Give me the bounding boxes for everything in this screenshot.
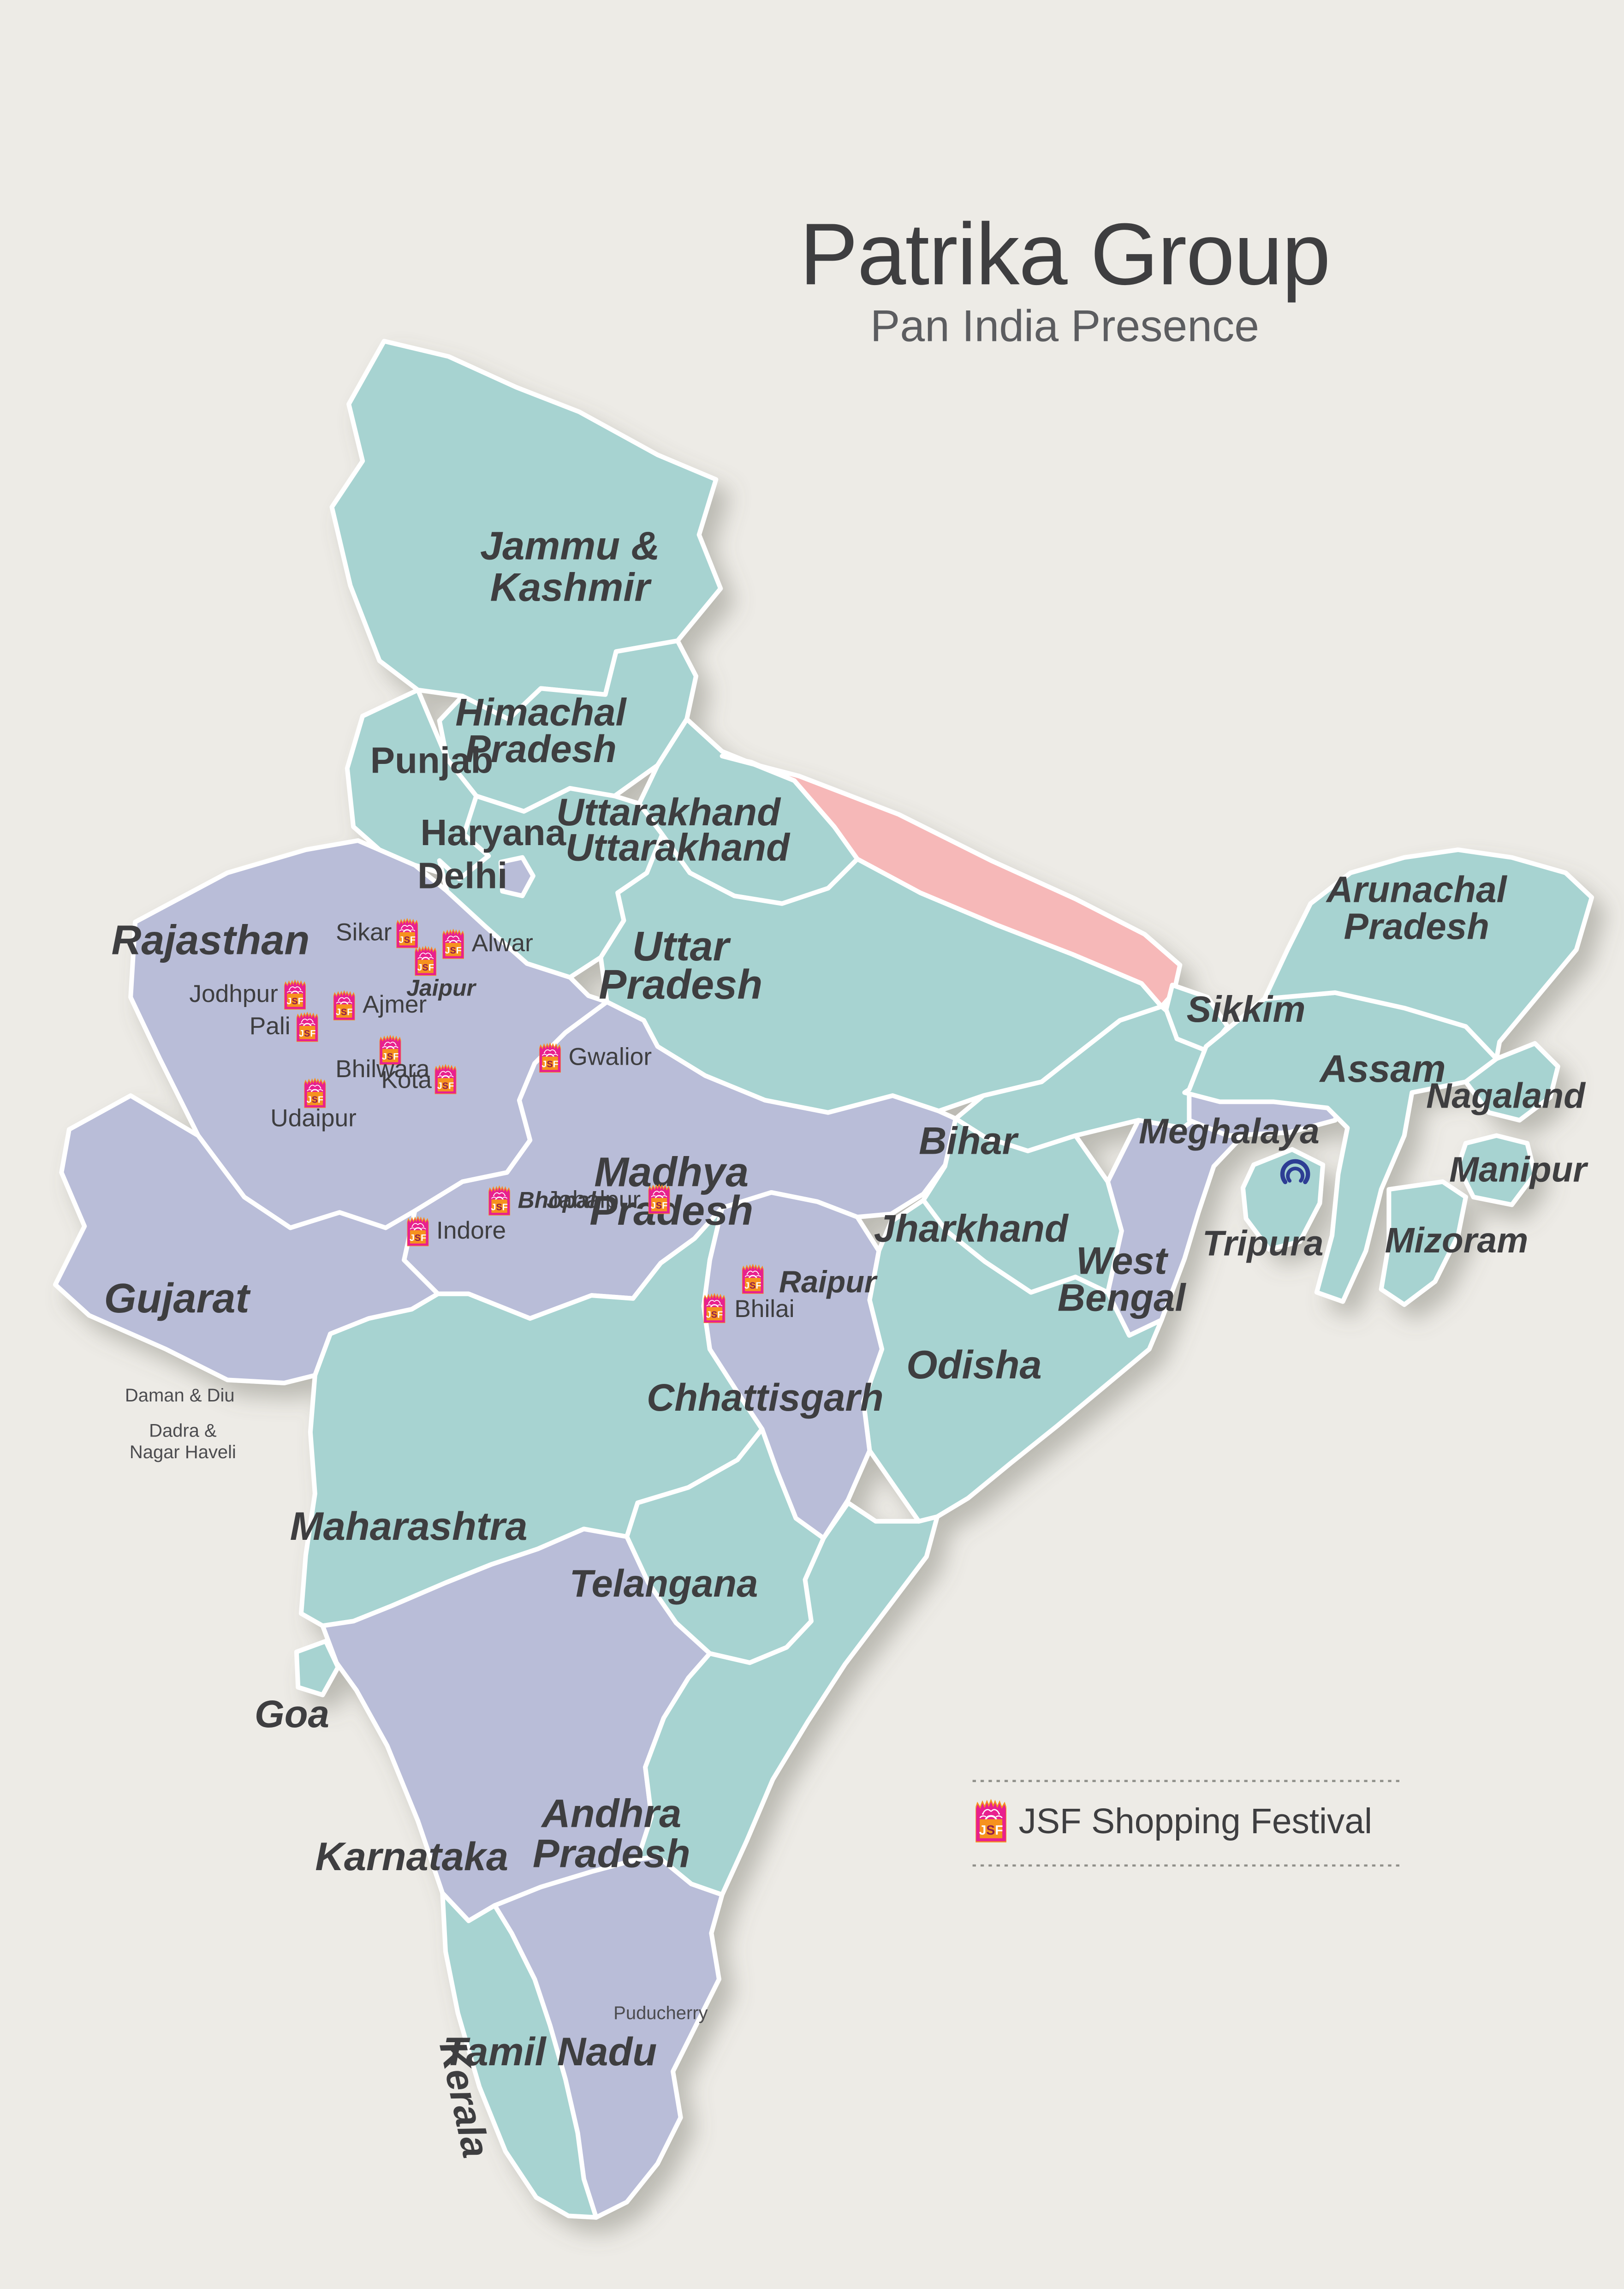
jsf-badge-icon [304,1078,326,1108]
jsf-badge-icon [742,1264,764,1294]
page-title: Patrika Group [800,205,1330,303]
city-marker-sikar: Sikar [336,918,418,948]
state-label-daman-diu: Daman & Diu [125,1385,235,1406]
state-label-goa: Goa [255,1693,329,1735]
state-shape-manipur [1456,1133,1537,1207]
state-label-maharashtra: Maharashtra [290,1504,528,1549]
city-marker-bhilwara: Bhilwara [335,1035,430,1083]
city-label-sikar: Sikar [336,919,392,946]
state-label-rajasthan: Rajasthan [111,918,309,964]
city-marker-alwar: Alwar [442,929,533,959]
state-label-uttar-pradesh: Uttar Pradesh [599,924,762,1008]
state-label-tamil-nadu: Tamil Nadu [443,2030,657,2074]
city-label-bhilwara: Bhilwara [335,1055,430,1083]
city-marker-udaipur: Udaipur [270,1078,357,1132]
state-label-jammu-kashmir: Jammu & Kashmir [480,524,660,610]
state-shape-nagaland [1463,1041,1560,1123]
state-label-nagaland: Nagaland [1426,1077,1586,1116]
state-label-haryana: Haryana [421,812,566,853]
jsf-badge-icon [442,929,464,959]
city-marker-gwalior: Gwalior [539,1043,652,1073]
state-label-tripura: Tripura [1202,1224,1324,1264]
jsf-badge-icon [415,946,437,976]
state-label-assam: Assam [1319,1047,1446,1090]
jsf-badge-icon [284,979,306,1010]
state-label-bihar: Bihar [919,1120,1019,1162]
state-label-uttarakhand-2: Uttarakhand [565,826,791,869]
state-label-gujarat: Gujarat [104,1276,251,1322]
jsf-badge-icon [648,1184,670,1214]
city-marker-bhilai: Bhilai [703,1293,795,1323]
city-label-raipur: Raipur [779,1265,878,1299]
city-label-indore: Indore [436,1217,506,1244]
city-label-bhilai: Bhilai [734,1295,794,1323]
state-label-himachal-pradesh: Himachal Pradesh [455,691,627,770]
city-marker-jaipur: Jaipur [406,946,477,1001]
state-label-jharkhand: Jharkhand [874,1207,1069,1250]
state-label-karnataka: Karnataka [315,1835,508,1879]
jsf-badge-icon [333,990,355,1020]
city-label-pali: Pali [250,1013,291,1040]
state-label-west-bengal: West Bengal [1058,1239,1186,1319]
state-label-dadra-nagar-haveli: Dadra & Nagar Haveli [130,1421,236,1463]
jsf-badge-icon [296,1012,318,1042]
state-label-meghalaya: Meghalaya [1139,1112,1320,1151]
city-markers: Sikar Alwar Jaipur Jodhpur Ajmer Pali Bhilwara… [189,918,878,1323]
jsf-badge-icon [407,1216,429,1246]
page-subtitle: Pan India Presence [870,302,1259,351]
state-label-uttarakhand-1: Uttarakhand [556,791,781,834]
city-label-kota: Kota [381,1066,432,1093]
city-marker-indore: Indore [407,1216,506,1246]
city-marker-raipur: Raipur [742,1264,878,1299]
city-label-jodhpur: Jodhpur [189,980,278,1007]
legend: JSF Shopping Festival [972,1780,1400,1867]
city-label-alwar: Alwar [472,930,533,957]
city-label-udaipur: Udaipur [270,1105,357,1132]
city-marker-pali: Pali [250,1012,318,1042]
city-label-jaipur: Jaipur [406,975,476,1001]
state-label-odisha: Odisha [906,1343,1042,1387]
state-label-punjab: Punjab [370,740,493,781]
jsf-badge-icon [396,918,418,948]
state-label-arunachal-pradesh: Arunachal Pradesh [1326,869,1508,947]
state-shape-arunachal-pradesh [1262,847,1594,1061]
state-shape-haryana [437,786,665,980]
state-shape-kerala [440,1890,599,2220]
concentric-arcs-icon [1280,1159,1310,1184]
state-label-sikkim: Sikkim [1187,989,1306,1030]
state-label-chhattisgarh: Chhattisgarh [647,1376,883,1419]
legend-label: JSF Shopping Festival [1019,1802,1372,1841]
state-label-manipur: Manipur [1449,1150,1588,1190]
region-shape-nepal [720,753,1183,1009]
state-shape-delhi [498,855,535,899]
jsf-badge-icon [976,1800,1006,1842]
state-label-madhya-pradesh: Madhya Pradesh [589,1150,753,1234]
jsf-badge-icon [539,1043,561,1073]
state-label-mizoram: Mizoram [1385,1221,1529,1260]
state-label-delhi: Delhi [417,855,507,896]
jsf-badge-icon [488,1186,510,1216]
city-label-jabalpur: Jabalpur [547,1186,641,1213]
jsf-badge-icon [703,1293,726,1323]
india-landmass [53,339,1594,2220]
state-shape-telangana [625,1426,826,1665]
city-marker-ajmer: Ajmer [333,990,427,1020]
city-marker-jabalpur: Jabalpur [547,1184,670,1214]
state-label-puducherry: Puducherry [613,2003,708,2023]
city-marker-jodhpur: Jodhpur [189,979,306,1010]
city-marker-kota: Kota [381,1064,457,1094]
jsf-badge-icon [434,1064,457,1094]
city-label-ajmer: Ajmer [363,991,427,1018]
state-shape-jharkhand [921,1116,1124,1295]
state-shape-mizoram [1379,1179,1468,1307]
city-label-gwalior: Gwalior [569,1043,652,1070]
state-shape-goa [294,1639,340,1698]
state-label-andhra-pradesh: Andhra Pradesh [533,1792,690,1876]
city-marker-bhopal: Bhopal [488,1186,596,1216]
state-label-telangana: Telangana [570,1562,758,1605]
city-label-bhopal: Bhopal [518,1187,596,1213]
